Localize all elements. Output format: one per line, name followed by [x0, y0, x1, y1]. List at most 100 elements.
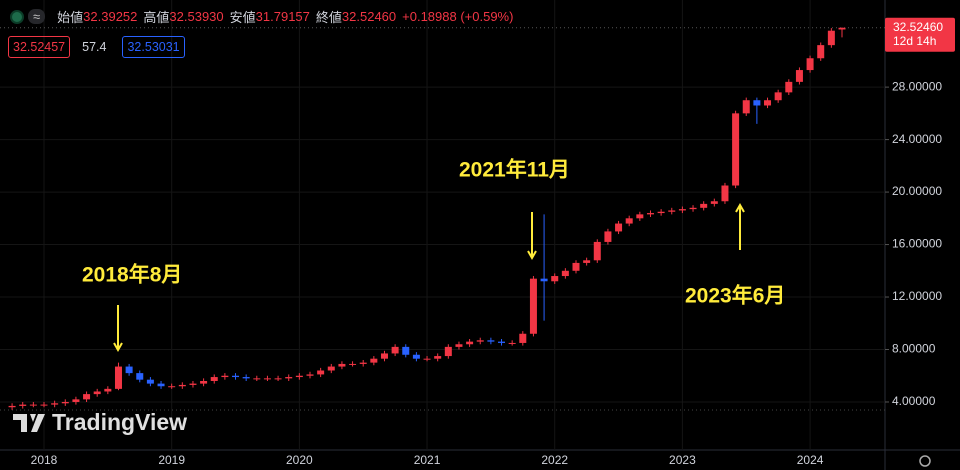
status-icon — [10, 9, 24, 24]
candle-body — [678, 209, 686, 211]
candle-body — [136, 373, 144, 380]
candle-body — [146, 379, 154, 384]
candle-body — [593, 241, 601, 261]
candle-body — [444, 346, 452, 357]
candle-body — [104, 388, 112, 392]
y-tick-label: 24.00000 — [892, 132, 942, 146]
candle-body — [200, 380, 208, 384]
candle-body — [646, 213, 654, 215]
candle-body — [817, 45, 825, 59]
legend-value: 32.53930 — [169, 9, 224, 24]
candle-body — [317, 370, 325, 375]
candle-body — [285, 377, 293, 379]
candle-body — [157, 383, 165, 387]
legend-label: 終値 — [315, 10, 342, 25]
price-tag — [885, 17, 955, 52]
candle-body — [391, 346, 399, 354]
candle-body — [8, 405, 16, 408]
candle-body — [540, 278, 548, 282]
candle-body — [753, 100, 761, 106]
candle-body — [327, 366, 335, 371]
x-tick-label: 2020 — [286, 453, 313, 467]
candle-body — [732, 113, 740, 186]
candle-body — [380, 353, 388, 359]
candle-body — [295, 375, 303, 378]
candle-body — [125, 366, 133, 374]
price-tag-value: 32.52460 — [893, 20, 943, 34]
candle-body — [615, 223, 623, 232]
legend-change: +0.18988 (+0.59%) — [402, 9, 514, 24]
candle-body — [774, 92, 782, 101]
legend-label: 高値 — [143, 10, 170, 25]
candle-body — [700, 203, 708, 208]
countdown: 12d 14h — [893, 34, 936, 48]
candle-body — [274, 378, 282, 380]
logo — [13, 414, 45, 432]
x-tick-label: 2022 — [541, 453, 568, 467]
candle-body — [40, 404, 48, 406]
candle-body — [434, 356, 442, 359]
candle-body — [221, 375, 229, 378]
candle-body — [838, 27, 846, 30]
candle-body — [370, 358, 378, 363]
candle-body — [710, 201, 718, 204]
candle-body — [412, 354, 420, 359]
annotation: 2021年11月 — [459, 158, 570, 182]
x-tick-label: 2021 — [414, 453, 441, 467]
x-tick-label: 2023 — [669, 453, 696, 467]
annotation: 2023年6月 — [685, 284, 785, 308]
candle-body — [210, 377, 218, 381]
candle-body — [785, 81, 793, 93]
candle-body — [742, 100, 750, 114]
candle-body — [263, 378, 271, 380]
candle-body — [19, 404, 27, 406]
candle-body — [29, 404, 37, 406]
candle-body — [178, 384, 186, 387]
watermark: TradingView — [52, 409, 187, 435]
arrow-head — [735, 202, 745, 213]
candle-body — [636, 214, 644, 219]
candle-body — [806, 58, 814, 71]
candle-body — [93, 391, 101, 395]
candle-body — [529, 278, 537, 334]
candle-body — [551, 276, 559, 282]
candle-body — [349, 363, 357, 365]
candle-body — [168, 386, 176, 388]
candle-body — [476, 340, 484, 342]
candle-body — [359, 362, 367, 364]
x-tick-label: 2024 — [797, 453, 824, 467]
y-tick-label: 20.00000 — [892, 184, 942, 198]
candle-body — [657, 211, 665, 214]
candle-body — [51, 403, 59, 405]
candle-body — [519, 333, 527, 343]
indicator-value: 32.53031 — [122, 36, 185, 58]
candle-body — [572, 262, 580, 271]
candle-body — [487, 340, 495, 342]
candle-body — [827, 30, 835, 46]
candle-body — [114, 366, 122, 389]
candle-body — [253, 378, 261, 380]
legend-label: 安値 — [229, 10, 256, 25]
y-tick-label: 8.00000 — [892, 342, 936, 356]
candle-body — [455, 344, 463, 347]
legend-label: 始値 — [57, 10, 84, 25]
indicator-value: 57.4 — [82, 40, 107, 54]
annotation: 2018年8月 — [82, 263, 182, 287]
candle-body — [189, 383, 197, 385]
candle-body — [61, 401, 69, 404]
candle-body — [764, 100, 772, 106]
candle-body — [583, 260, 591, 263]
legend-value: 32.52460 — [341, 9, 397, 24]
candle-body — [498, 341, 506, 343]
y-tick-label: 28.00000 — [892, 79, 942, 93]
x-tick-label: 2018 — [31, 453, 58, 467]
candle-body — [72, 399, 80, 402]
symbol-icon[interactable]: ≈ — [28, 9, 46, 24]
arrow-head — [113, 342, 123, 353]
indicator-bar: 32.52457 57.4 32.53031 — [8, 36, 193, 58]
settings-icon[interactable] — [919, 455, 931, 467]
candle-body — [306, 374, 314, 376]
candle-body — [338, 363, 346, 367]
candle-body — [604, 231, 612, 242]
candle-body — [668, 210, 676, 212]
